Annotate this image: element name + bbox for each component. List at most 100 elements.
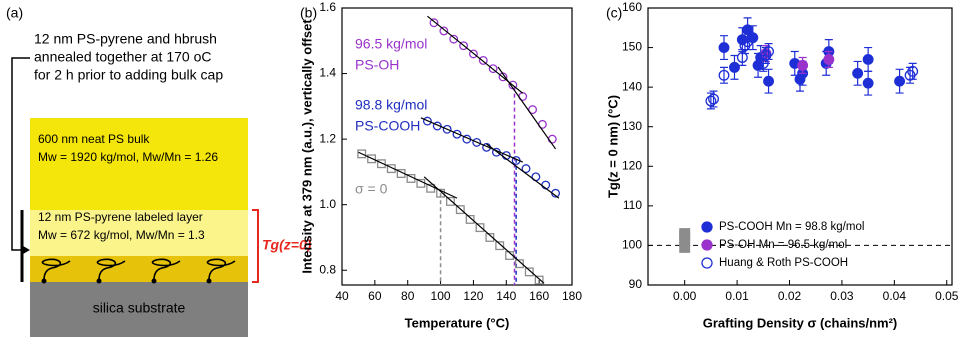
brushes	[41, 258, 236, 281]
point	[436, 188, 446, 198]
point	[742, 36, 754, 48]
series-label: PS-COOH	[355, 118, 420, 134]
point	[495, 241, 505, 251]
bulk-text: 600 nm neat PS bulk	[38, 132, 150, 146]
point	[823, 53, 835, 65]
x-tick-label: 0.00	[673, 289, 697, 303]
point	[376, 159, 386, 169]
point	[534, 275, 544, 285]
anchors	[41, 278, 212, 284]
panel-label: (c)	[606, 5, 622, 21]
fit-line	[497, 66, 557, 150]
y-tick-label: 1.6	[319, 0, 336, 14]
point	[465, 214, 475, 224]
point	[797, 59, 809, 71]
x-tick-label: 80	[401, 289, 415, 303]
point	[547, 134, 557, 144]
x-tick-label: 120	[463, 289, 483, 303]
y-axis-title: Tg(z = 0 nm) (°C)	[605, 95, 620, 198]
panel-label: (a)	[6, 5, 23, 21]
substrate	[30, 282, 248, 337]
series-label: 98.8 kg/mol	[355, 97, 427, 113]
point	[468, 49, 478, 59]
point	[449, 34, 459, 44]
x-tick-label: 0.03	[830, 289, 854, 303]
point	[514, 259, 524, 269]
y-tick-label: 130	[622, 119, 642, 133]
tg-bracket	[252, 209, 259, 283]
note-line: 12 nm PS-pyrene and hbrush	[34, 31, 217, 47]
point	[475, 223, 485, 233]
point	[445, 196, 455, 206]
y-axis-title: Intensity at 379 nm (a.u.), vertically o…	[299, 19, 314, 274]
y-tick-label: 150	[622, 40, 642, 54]
point	[442, 124, 452, 134]
x-tick-label: 60	[368, 289, 382, 303]
point	[521, 164, 531, 174]
note-line: annealed together at 170 oC	[34, 49, 211, 65]
x-tick-label: 40	[335, 289, 349, 303]
point	[852, 67, 864, 79]
point	[357, 149, 367, 159]
arrow	[11, 57, 30, 251]
plot-frame	[341, 7, 573, 286]
x-axis-title: Temperature (°C)	[405, 315, 510, 330]
point	[422, 116, 432, 126]
legend-marker	[701, 239, 713, 251]
y-tick-label: 100	[622, 238, 642, 252]
panel-label: (b)	[300, 5, 317, 21]
point	[452, 129, 462, 139]
point	[718, 69, 730, 81]
substrate-text: silica substrate	[93, 300, 186, 316]
x-tick-label: 180	[562, 289, 582, 303]
y-tick-label: 160	[622, 0, 642, 14]
fit-line	[420, 117, 523, 163]
legend-marker	[701, 221, 713, 233]
point	[763, 46, 775, 57]
point	[729, 61, 740, 73]
point	[718, 42, 730, 54]
y-tick-label: 1.2	[319, 131, 336, 145]
arrow-head	[23, 246, 30, 254]
point	[907, 65, 919, 77]
fit-line	[486, 143, 560, 199]
point	[528, 105, 538, 115]
tg-label: Tg(z=0)	[262, 237, 312, 253]
x-tick-label: 100	[431, 289, 451, 303]
fit-line	[423, 176, 545, 284]
point	[524, 267, 534, 277]
point	[472, 137, 482, 147]
y-tick-label: 1.4	[319, 66, 336, 80]
y-tick-label: 140	[622, 79, 642, 93]
error-bar	[720, 66, 728, 84]
note-line: for 2 h prior to adding bulk cap	[34, 67, 223, 83]
point	[488, 64, 498, 74]
point	[862, 77, 874, 89]
y-tick-label: 90	[629, 277, 643, 291]
point	[429, 18, 439, 28]
point	[736, 52, 748, 63]
point	[455, 205, 465, 215]
x-tick-label: 0.01	[725, 289, 749, 303]
point	[862, 53, 874, 65]
point	[485, 233, 495, 242]
point	[894, 75, 906, 87]
y-tick-label: 110	[623, 198, 642, 212]
panel-a: (a) 12 nm PS-pyrene and hbrush annealed …	[6, 5, 312, 337]
layer-text: Mw = 672 kg/mol, Mw/Mn = 1.3	[38, 228, 205, 242]
labeled-layer	[30, 210, 248, 256]
point	[459, 41, 469, 51]
y-tick-label: 0.8	[319, 262, 336, 276]
point	[679, 228, 691, 240]
x-tick-label: 0.02	[778, 289, 802, 303]
layer-text: 12 nm PS-pyrene labeled layer	[38, 210, 203, 224]
x-tick-label: 0.05	[935, 289, 959, 303]
point	[439, 26, 449, 36]
series-label: σ = 0	[355, 181, 388, 197]
legend-marker	[701, 257, 713, 269]
x-tick-label: 140	[496, 289, 516, 303]
point	[763, 75, 775, 87]
x-tick-label: 0.04	[883, 289, 907, 303]
fit-line	[358, 151, 458, 199]
